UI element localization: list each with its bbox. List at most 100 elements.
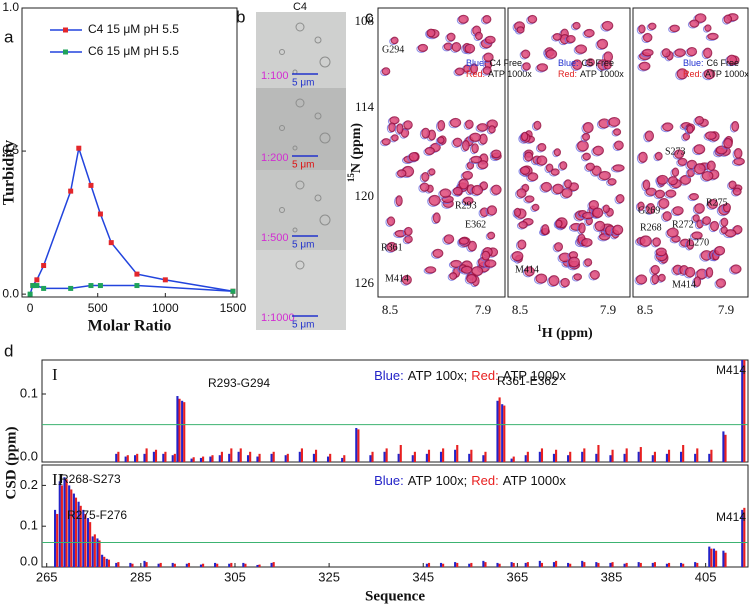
plot-frame bbox=[41, 359, 749, 463]
peak-atp bbox=[481, 250, 491, 261]
bar bbox=[470, 449, 473, 462]
droplet bbox=[295, 180, 305, 190]
bar bbox=[741, 509, 744, 567]
bar bbox=[611, 449, 614, 462]
peak-atp bbox=[582, 152, 591, 161]
peak-atp bbox=[677, 157, 688, 166]
x-tick-label: 385 bbox=[601, 569, 623, 584]
peak-atp bbox=[637, 201, 645, 211]
bar bbox=[93, 534, 96, 567]
peak-atp bbox=[566, 34, 576, 44]
bar bbox=[665, 563, 668, 567]
peak-atp bbox=[396, 169, 407, 178]
bar bbox=[173, 563, 176, 567]
peak-atp bbox=[686, 46, 698, 57]
bar bbox=[454, 562, 457, 567]
peak-atp bbox=[693, 163, 706, 175]
bar bbox=[115, 562, 118, 567]
peak-atp bbox=[732, 187, 742, 196]
legend: Blue: ATP 100x; Red: ATP 1000x bbox=[374, 368, 566, 383]
peak-atp bbox=[537, 143, 547, 152]
bar bbox=[131, 563, 134, 567]
bar bbox=[609, 455, 612, 462]
bar bbox=[524, 562, 527, 567]
data-point bbox=[97, 283, 103, 289]
bar bbox=[70, 489, 73, 567]
data-point bbox=[34, 277, 40, 283]
bar bbox=[256, 456, 259, 462]
peak-atp bbox=[694, 203, 705, 214]
legend-label: C6 15 μM pH 5.5 bbox=[88, 44, 179, 58]
peak-atp bbox=[608, 116, 621, 127]
bar bbox=[482, 455, 485, 462]
peak-atp bbox=[419, 182, 430, 192]
peak-atp bbox=[715, 278, 727, 288]
droplet bbox=[279, 49, 285, 55]
data-point bbox=[68, 285, 74, 291]
bar bbox=[117, 451, 120, 462]
bar bbox=[468, 563, 471, 567]
peak-atp bbox=[554, 242, 564, 252]
bar bbox=[503, 405, 506, 462]
legend-separator: ; bbox=[464, 368, 468, 383]
peak-atp bbox=[522, 62, 531, 71]
bar bbox=[609, 562, 612, 567]
peak-atp bbox=[471, 143, 479, 154]
peak-atp bbox=[706, 160, 716, 172]
peak-atp bbox=[572, 59, 583, 71]
peak-atp bbox=[428, 194, 441, 206]
peak-atp bbox=[536, 63, 549, 72]
bar bbox=[96, 538, 99, 567]
panel-letter: b bbox=[236, 7, 245, 26]
peak-atp bbox=[583, 28, 595, 38]
bar bbox=[63, 477, 66, 567]
droplet bbox=[319, 132, 331, 144]
bar bbox=[639, 562, 642, 567]
bar bbox=[300, 448, 303, 462]
bar bbox=[143, 453, 146, 462]
peak-atp bbox=[638, 24, 646, 34]
bar bbox=[216, 563, 219, 567]
peak-atp bbox=[449, 117, 462, 128]
bar bbox=[187, 562, 191, 567]
bar bbox=[124, 456, 127, 462]
x-tick-label: 365 bbox=[507, 569, 529, 584]
peak-atp bbox=[545, 49, 558, 59]
bar bbox=[456, 562, 459, 567]
peak-atp bbox=[476, 123, 489, 132]
peak-atp bbox=[553, 148, 561, 157]
bar bbox=[595, 453, 598, 462]
bar bbox=[173, 453, 176, 462]
peak-atp bbox=[386, 216, 396, 226]
peak-atp bbox=[488, 125, 496, 134]
peak-atp bbox=[614, 140, 624, 151]
peak-atp bbox=[707, 199, 719, 210]
legend-text: C4 Free bbox=[490, 58, 523, 68]
x-tick-label: 1500 bbox=[220, 301, 247, 315]
annotation: R293-G294 bbox=[208, 376, 270, 390]
bar bbox=[639, 447, 642, 462]
annotation: R275-F276 bbox=[67, 508, 127, 522]
peak-atp bbox=[446, 32, 456, 42]
peak-atp bbox=[613, 128, 622, 136]
legend-key: Red: bbox=[471, 473, 498, 488]
bar bbox=[555, 560, 558, 567]
bar bbox=[595, 562, 598, 567]
bar bbox=[722, 550, 725, 567]
bar bbox=[54, 509, 57, 567]
peak-atp bbox=[651, 273, 660, 285]
bar bbox=[694, 562, 697, 567]
peak-atp bbox=[461, 140, 470, 152]
x-tick-label: 405 bbox=[695, 569, 717, 584]
peak-atp bbox=[703, 47, 713, 59]
peak-atp bbox=[720, 217, 729, 227]
spectrum-legend: Blue: C6 Free bbox=[683, 58, 739, 68]
peak-atp bbox=[705, 131, 717, 140]
data-point bbox=[27, 291, 33, 297]
peak-atp bbox=[607, 178, 617, 186]
bar bbox=[117, 562, 120, 567]
peak-atp bbox=[648, 22, 657, 30]
peak-atp bbox=[694, 115, 705, 125]
bar bbox=[270, 453, 273, 462]
